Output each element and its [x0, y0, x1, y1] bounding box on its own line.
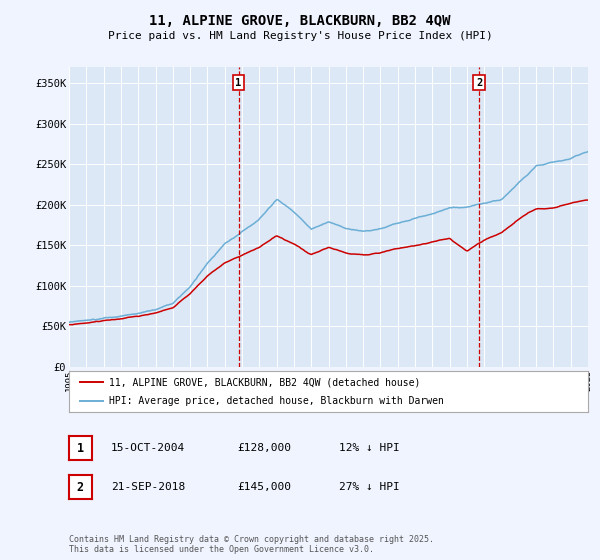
Text: £128,000: £128,000	[237, 443, 291, 453]
Text: 11, ALPINE GROVE, BLACKBURN, BB2 4QW (detached house): 11, ALPINE GROVE, BLACKBURN, BB2 4QW (de…	[109, 377, 421, 387]
Text: £145,000: £145,000	[237, 482, 291, 492]
Text: 12% ↓ HPI: 12% ↓ HPI	[339, 443, 400, 453]
Text: Price paid vs. HM Land Registry's House Price Index (HPI): Price paid vs. HM Land Registry's House …	[107, 31, 493, 41]
Text: 21-SEP-2018: 21-SEP-2018	[111, 482, 185, 492]
Text: 2: 2	[77, 480, 84, 494]
Text: Contains HM Land Registry data © Crown copyright and database right 2025.
This d: Contains HM Land Registry data © Crown c…	[69, 535, 434, 554]
Text: 2: 2	[476, 78, 482, 88]
Text: 1: 1	[77, 441, 84, 455]
Text: HPI: Average price, detached house, Blackburn with Darwen: HPI: Average price, detached house, Blac…	[109, 396, 445, 405]
Text: 11, ALPINE GROVE, BLACKBURN, BB2 4QW: 11, ALPINE GROVE, BLACKBURN, BB2 4QW	[149, 14, 451, 28]
Text: 27% ↓ HPI: 27% ↓ HPI	[339, 482, 400, 492]
Text: 1: 1	[235, 78, 242, 88]
Text: 15-OCT-2004: 15-OCT-2004	[111, 443, 185, 453]
